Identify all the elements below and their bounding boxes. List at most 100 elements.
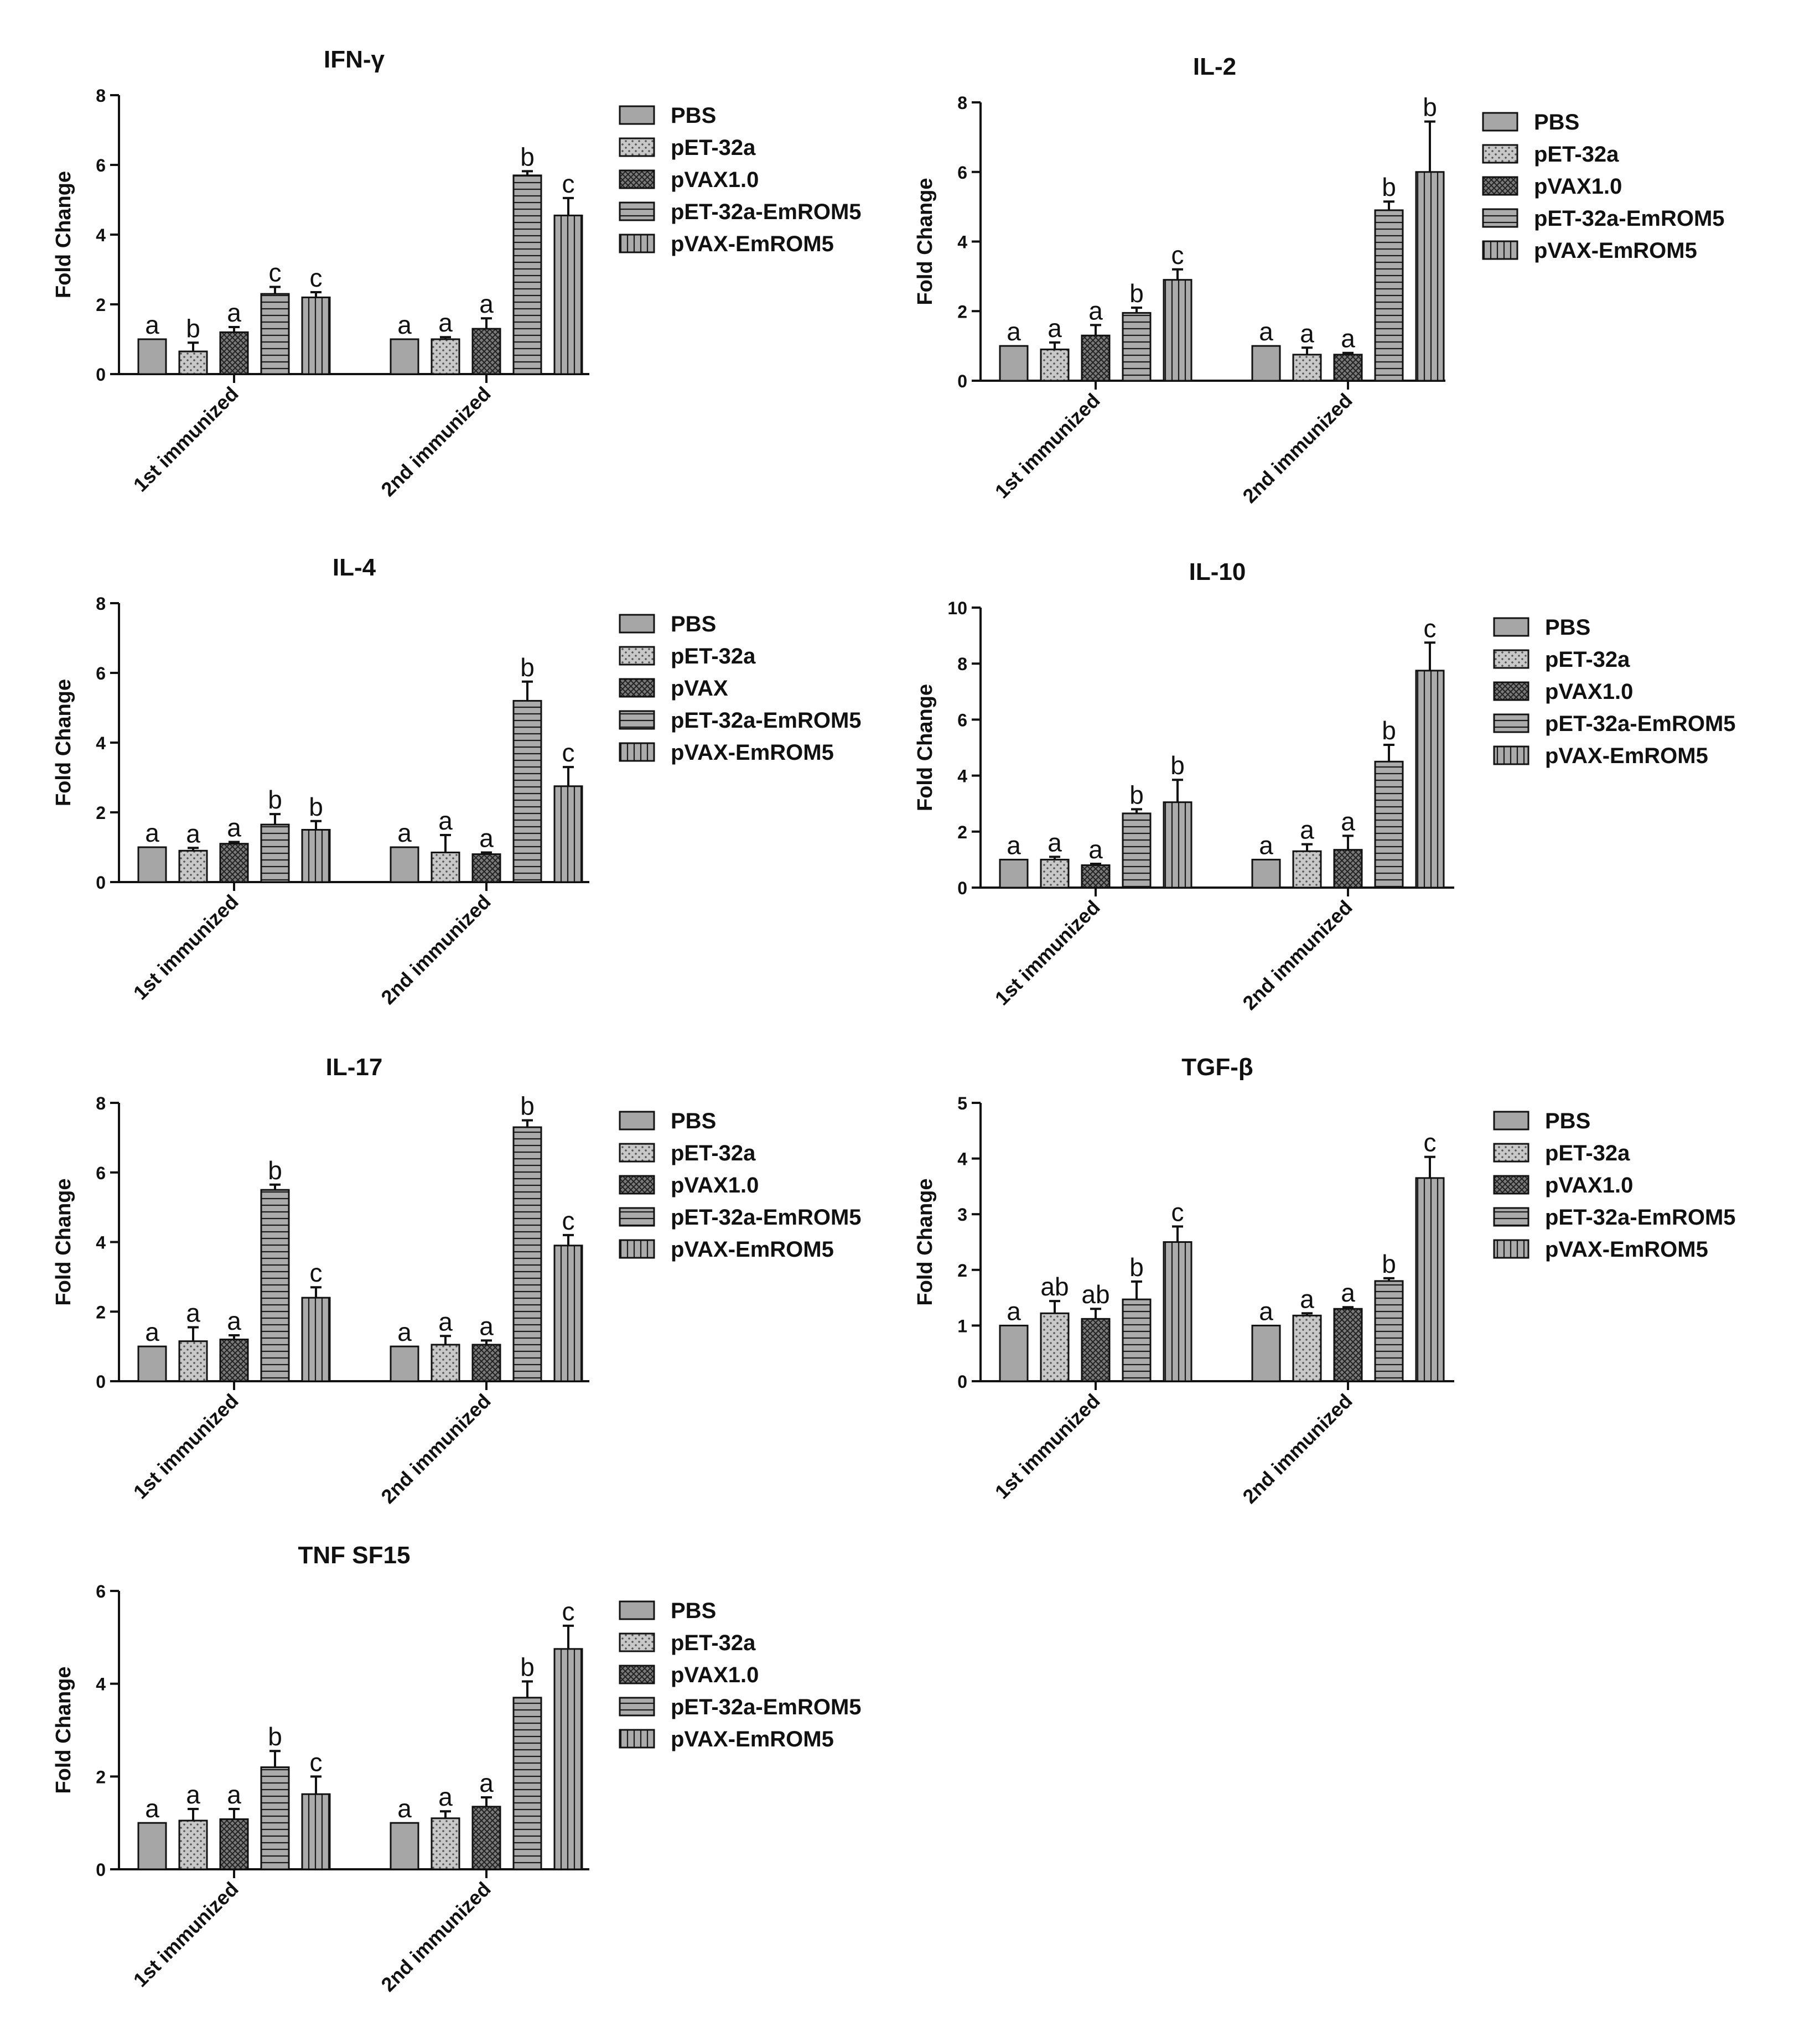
chart-title: IL-4 xyxy=(333,554,376,581)
significance-label: b xyxy=(520,1091,535,1120)
legend-label: pVAX1.0 xyxy=(671,1173,759,1197)
bar xyxy=(301,296,331,375)
legend-swatch xyxy=(619,137,655,157)
legend-label: pVAX1.0 xyxy=(1545,680,1633,704)
significance-label: b xyxy=(1129,1253,1144,1282)
y-tick-label: 4 xyxy=(957,1149,967,1169)
y-tick-label: 4 xyxy=(96,225,106,245)
significance-label: b xyxy=(1382,716,1396,745)
y-tick-label: 8 xyxy=(96,1093,106,1113)
significance-label: c xyxy=(562,1206,575,1235)
significance-label: a xyxy=(438,308,453,337)
y-tick-label: 0 xyxy=(957,371,967,391)
bar xyxy=(301,829,331,883)
legend-label: pVAX-EmROM5 xyxy=(671,232,834,256)
significance-label: c xyxy=(562,1597,575,1626)
bar xyxy=(219,843,249,883)
bar xyxy=(471,1344,501,1382)
legend-swatch xyxy=(619,742,655,762)
bar xyxy=(178,1819,208,1870)
x-tick-label: 1st immunized xyxy=(991,1390,1105,1504)
bar xyxy=(512,1697,542,1870)
legend-label: PBS xyxy=(1534,110,1579,134)
significance-label: b xyxy=(268,1156,282,1185)
bar xyxy=(1333,354,1363,382)
significance-label: a xyxy=(1088,296,1103,325)
y-tick-label: 4 xyxy=(957,766,967,786)
legend-swatch xyxy=(1482,208,1518,228)
y-tick-label: 2 xyxy=(96,1302,106,1322)
y-tick-label: 8 xyxy=(957,654,967,674)
bar xyxy=(1251,1324,1281,1382)
y-tick-label: 10 xyxy=(947,598,967,618)
x-tick-label: 2nd immunized xyxy=(376,382,495,501)
legend-swatch xyxy=(619,1239,655,1259)
legend-swatch xyxy=(1482,112,1518,132)
bar xyxy=(390,1822,419,1870)
chart-title: TGF-β xyxy=(1181,1054,1253,1081)
bar xyxy=(431,1344,460,1382)
legend-swatch xyxy=(1493,1111,1529,1131)
legend-swatch xyxy=(1493,649,1529,669)
bar xyxy=(137,846,167,883)
x-tick-label: 2nd immunized xyxy=(1238,1390,1356,1508)
y-tick-label: 6 xyxy=(96,1163,106,1183)
legend-label: pVAX1.0 xyxy=(1545,1173,1633,1197)
significance-label: a xyxy=(227,1780,241,1809)
bar xyxy=(1122,312,1152,382)
bar xyxy=(1081,1318,1111,1382)
bar xyxy=(512,699,542,883)
y-tick-label: 6 xyxy=(96,663,106,683)
bar xyxy=(1415,1177,1445,1382)
bar xyxy=(137,338,167,375)
significance-label: c xyxy=(562,738,575,767)
x-tick-label: 2nd immunized xyxy=(376,890,495,1009)
x-tick-label: 2nd immunized xyxy=(1238,896,1356,1014)
bar xyxy=(512,1126,542,1382)
legend-label: pET-32a xyxy=(671,644,756,668)
x-tick-label: 1st immunized xyxy=(129,1390,243,1504)
significance-label: a xyxy=(1007,317,1021,346)
bar xyxy=(219,1339,249,1382)
x-tick-label: 2nd immunized xyxy=(376,1390,495,1508)
bar xyxy=(1122,812,1152,889)
significance-label: c xyxy=(269,258,282,287)
bar xyxy=(178,1340,208,1382)
significance-label: a xyxy=(438,806,453,835)
bar xyxy=(471,328,501,375)
bar xyxy=(390,338,419,375)
significance-label: b xyxy=(1129,279,1144,308)
bar xyxy=(178,849,208,883)
bar xyxy=(999,1324,1029,1382)
chart-title: TNF SF15 xyxy=(298,1542,411,1569)
bar xyxy=(431,338,460,375)
significance-label: b xyxy=(309,792,323,821)
significance-label: a xyxy=(1341,324,1355,353)
legend-label: PBS xyxy=(671,1109,716,1133)
legend-swatch xyxy=(619,1175,655,1195)
legend-label: pET-32a-EmROM5 xyxy=(671,1205,862,1230)
bar xyxy=(1163,1241,1192,1382)
bar xyxy=(1040,348,1070,382)
significance-label: a xyxy=(1259,1297,1273,1325)
legend-label: pET-32a-EmROM5 xyxy=(671,708,862,733)
y-tick-label: 6 xyxy=(957,710,967,730)
significance-label: a xyxy=(397,1318,412,1346)
legend-swatch xyxy=(619,105,655,125)
significance-label: a xyxy=(145,1318,159,1346)
bar xyxy=(999,858,1029,889)
legend-swatch xyxy=(619,1697,655,1717)
significance-label: a xyxy=(479,1311,494,1340)
significance-label: a xyxy=(479,1769,494,1797)
bar xyxy=(471,853,501,883)
bar xyxy=(1081,334,1111,382)
significance-label: a xyxy=(397,1794,412,1823)
legend-label: PBS xyxy=(671,1599,716,1623)
y-axis-label: Fold Change xyxy=(914,1178,937,1305)
significance-label: c xyxy=(1171,1197,1184,1226)
y-tick-label: 4 xyxy=(96,1233,106,1253)
y-tick-label: 8 xyxy=(96,86,106,106)
legend-label: pET-32a-EmROM5 xyxy=(671,1695,862,1719)
significance-label: b xyxy=(1170,751,1185,780)
bar xyxy=(1292,850,1322,889)
